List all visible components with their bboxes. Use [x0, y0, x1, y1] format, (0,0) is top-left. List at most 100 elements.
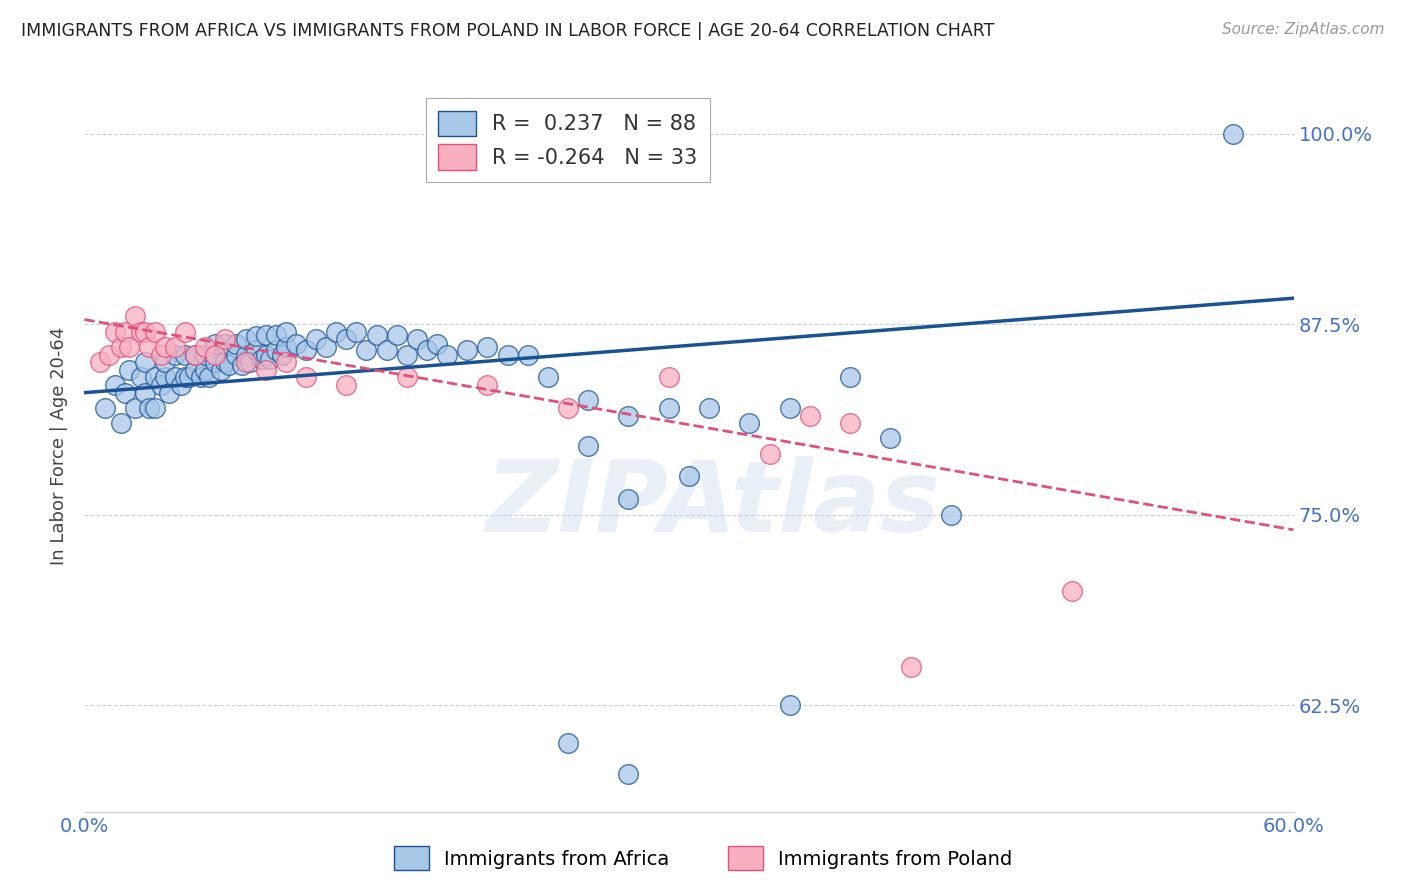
Point	[134, 325, 156, 339]
Point	[264, 327, 287, 342]
Point	[134, 355, 156, 369]
Point	[179, 370, 201, 384]
Point	[335, 378, 357, 392]
Point	[254, 347, 277, 362]
Point	[124, 401, 146, 415]
Point	[658, 401, 681, 415]
Point	[254, 327, 277, 342]
Point	[153, 355, 176, 369]
Point	[143, 370, 166, 384]
Point	[143, 401, 166, 415]
Point	[576, 393, 599, 408]
Point	[395, 347, 418, 362]
Point	[231, 358, 253, 372]
Point	[697, 401, 720, 415]
Point	[245, 343, 267, 357]
Y-axis label: In Labor Force | Age 20-64: In Labor Force | Age 20-64	[51, 326, 69, 566]
Point	[184, 347, 207, 362]
Point	[225, 337, 247, 351]
Point	[456, 343, 478, 357]
Point	[235, 332, 257, 346]
Point	[1222, 127, 1244, 141]
Point	[1060, 583, 1083, 598]
Point	[174, 347, 197, 362]
Point	[114, 385, 136, 400]
Point	[375, 343, 398, 357]
Point	[879, 431, 901, 445]
Point	[264, 343, 287, 357]
Point	[335, 332, 357, 346]
Point	[557, 401, 579, 415]
Point	[477, 340, 499, 354]
Point	[214, 332, 236, 346]
Point	[204, 355, 226, 369]
Point	[110, 340, 132, 354]
Point	[900, 660, 922, 674]
Point	[194, 340, 217, 354]
Text: IMMIGRANTS FROM AFRICA VS IMMIGRANTS FROM POLAND IN LABOR FORCE | AGE 20-64 CORR: IMMIGRANTS FROM AFRICA VS IMMIGRANTS FRO…	[21, 22, 994, 40]
Point	[395, 370, 418, 384]
Point	[346, 325, 368, 339]
Point	[129, 370, 152, 384]
Point	[124, 310, 146, 324]
Point	[758, 447, 780, 461]
Point	[259, 352, 281, 367]
Point	[839, 416, 862, 430]
Point	[97, 347, 120, 362]
Point	[194, 347, 217, 362]
Point	[385, 327, 408, 342]
Point	[190, 370, 212, 384]
Point	[204, 347, 226, 362]
Point	[305, 332, 328, 346]
Point	[165, 370, 187, 384]
Point	[143, 325, 166, 339]
Point	[678, 469, 700, 483]
Point	[129, 325, 152, 339]
Point	[104, 378, 127, 392]
Point	[617, 409, 640, 423]
Point	[779, 698, 801, 712]
Point	[274, 340, 297, 354]
Point	[839, 370, 862, 384]
Point	[274, 325, 297, 339]
Point	[184, 347, 207, 362]
Point	[295, 370, 318, 384]
Point	[118, 363, 141, 377]
Point	[617, 492, 640, 507]
Legend: R =  0.237   N = 88, R = -0.264   N = 33: R = 0.237 N = 88, R = -0.264 N = 33	[426, 98, 710, 182]
Point	[89, 355, 111, 369]
Point	[198, 370, 221, 384]
Point	[799, 409, 821, 423]
Point	[356, 343, 378, 357]
Point	[209, 363, 232, 377]
Point	[274, 355, 297, 369]
Point	[118, 340, 141, 354]
Point	[149, 378, 172, 392]
Point	[537, 370, 560, 384]
Point	[214, 337, 236, 351]
Point	[250, 352, 273, 367]
Point	[315, 340, 337, 354]
Point	[658, 370, 681, 384]
Point	[477, 378, 499, 392]
Point	[366, 327, 388, 342]
Point	[165, 347, 187, 362]
Point	[406, 332, 429, 346]
Point	[325, 325, 347, 339]
Point	[235, 347, 257, 362]
Point	[114, 325, 136, 339]
Point	[138, 401, 160, 415]
Point	[436, 347, 458, 362]
Point	[149, 347, 172, 362]
Point	[194, 363, 217, 377]
Point	[779, 401, 801, 415]
Point	[285, 337, 308, 351]
Point	[235, 355, 257, 369]
Point	[225, 347, 247, 362]
Point	[174, 370, 197, 384]
Point	[204, 337, 226, 351]
Point	[134, 385, 156, 400]
Point	[576, 439, 599, 453]
Point	[254, 363, 277, 377]
Point	[93, 401, 115, 415]
